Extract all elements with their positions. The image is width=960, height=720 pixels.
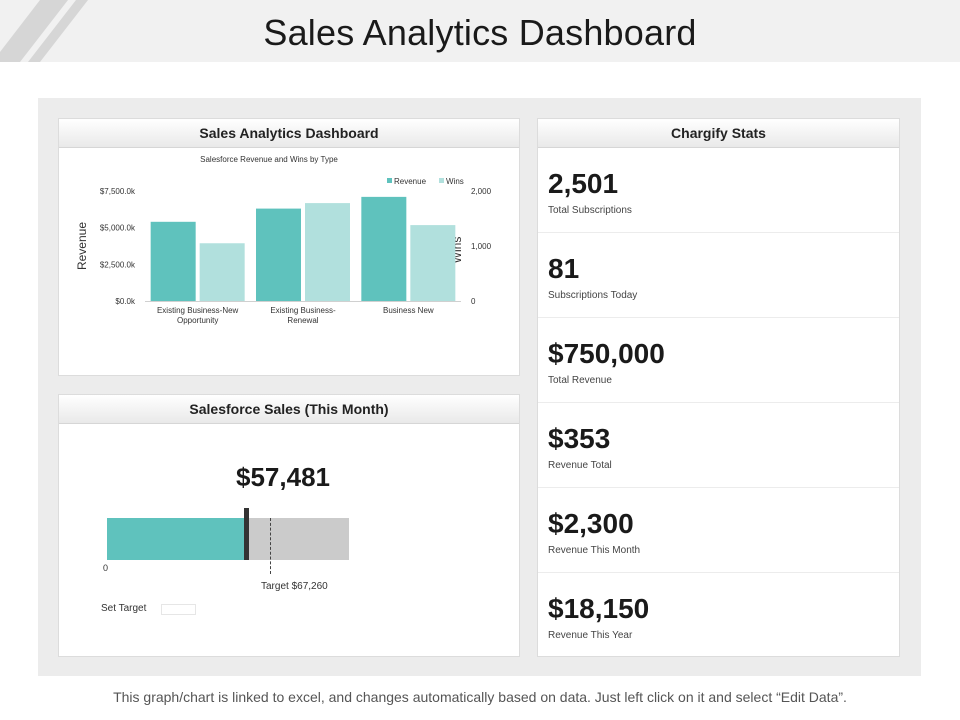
x-category-label: Existing Business- — [270, 306, 336, 315]
x-category-label: Opportunity — [177, 316, 218, 325]
stat-total-subscriptions: 2,501 Total Subscriptions — [538, 148, 899, 233]
x-category-label: Existing Business-New — [157, 306, 239, 315]
stat-subscriptions-today: 81 Subscriptions Today — [538, 233, 899, 318]
title-stripes-decoration — [0, 0, 88, 62]
target-label: Target $67,260 — [261, 581, 328, 592]
y-axis-label: Revenue — [75, 222, 89, 270]
bar-wins-1 — [305, 203, 350, 301]
stat-total-revenue: $750,000 Total Revenue — [538, 318, 899, 403]
sales-bullet-fill — [107, 518, 247, 560]
chart-title: Salesforce Revenue and Wins by Type — [200, 155, 338, 164]
stat-label: Revenue This Year — [548, 630, 633, 641]
target-marker-line — [269, 518, 271, 574]
legend-label-wins: Wins — [446, 177, 464, 186]
stat-label: Revenue This Month — [548, 545, 641, 556]
revenue-wins-bar-chart[interactable]: Salesforce Revenue and Wins by Type Reven… — [59, 148, 519, 375]
y2-tick-label: 0 — [471, 297, 476, 306]
stat-revenue-total: $353 Revenue Total — [538, 403, 899, 488]
y-tick-label: $7,500.0k — [100, 187, 136, 196]
stat-label: Revenue Total — [548, 460, 612, 471]
stat-value: $2,300 — [548, 508, 634, 539]
legend-swatch-revenue — [387, 178, 392, 183]
chart-card-header: Sales Analytics Dashboard — [59, 119, 519, 148]
y2-tick-label: 1,000 — [471, 242, 492, 251]
bullet-zero-label: 0 — [103, 563, 109, 573]
stat-value: $750,000 — [548, 338, 665, 369]
stat-value: $18,150 — [548, 593, 650, 624]
y-tick-label: $2,500.0k — [100, 260, 136, 269]
footer-note: This graph/chart is linked to excel, and… — [113, 689, 847, 705]
bar-revenue-0 — [150, 221, 196, 301]
stat-label: Total Revenue — [548, 375, 612, 386]
sales-bullet-track — [107, 508, 349, 574]
stat-value: 81 — [548, 253, 580, 284]
bar-wins-2 — [410, 225, 456, 301]
x-category-label: Business New — [383, 306, 434, 315]
legend-swatch-wins — [439, 178, 444, 183]
y2-tick-label: 2,000 — [471, 187, 492, 196]
set-target-input[interactable] — [161, 604, 196, 615]
salesforce-sales-card[interactable]: Salesforce Sales (This Month) $57,481 0 … — [58, 394, 520, 657]
sales-value-marker — [244, 508, 250, 560]
stat-revenue-this-year: $18,150 Revenue This Year — [538, 573, 899, 658]
stat-revenue-this-month: $2,300 Revenue This Month — [538, 488, 899, 573]
stat-value: $353 — [548, 423, 611, 454]
sales-card-header: Salesforce Sales (This Month) — [59, 395, 519, 424]
bar-revenue-1 — [256, 208, 301, 301]
stat-label: Total Subscriptions — [548, 205, 632, 216]
bar-wins-0 — [199, 243, 245, 301]
bar-revenue-2 — [361, 196, 407, 301]
y-tick-label: $0.0k — [115, 297, 136, 306]
page-title: Sales Analytics Dashboard — [263, 12, 697, 53]
chargify-stats-card[interactable]: Chargify Stats 2,501 Total Subscriptions… — [537, 118, 900, 657]
stat-label: Subscriptions Today — [548, 290, 638, 301]
sales-analytics-chart-card[interactable]: Sales Analytics Dashboard Salesforce Rev… — [58, 118, 520, 376]
set-target-label: Set Target — [101, 603, 147, 614]
sales-value: $57,481 — [236, 462, 330, 492]
stats-card-header: Chargify Stats — [538, 119, 899, 148]
y-tick-label: $5,000.0k — [100, 224, 136, 233]
x-category-label: Renewal — [287, 316, 318, 325]
title-bar: Sales Analytics Dashboard — [0, 0, 960, 62]
legend-label-revenue: Revenue — [394, 177, 427, 186]
stat-value: 2,501 — [548, 168, 619, 199]
